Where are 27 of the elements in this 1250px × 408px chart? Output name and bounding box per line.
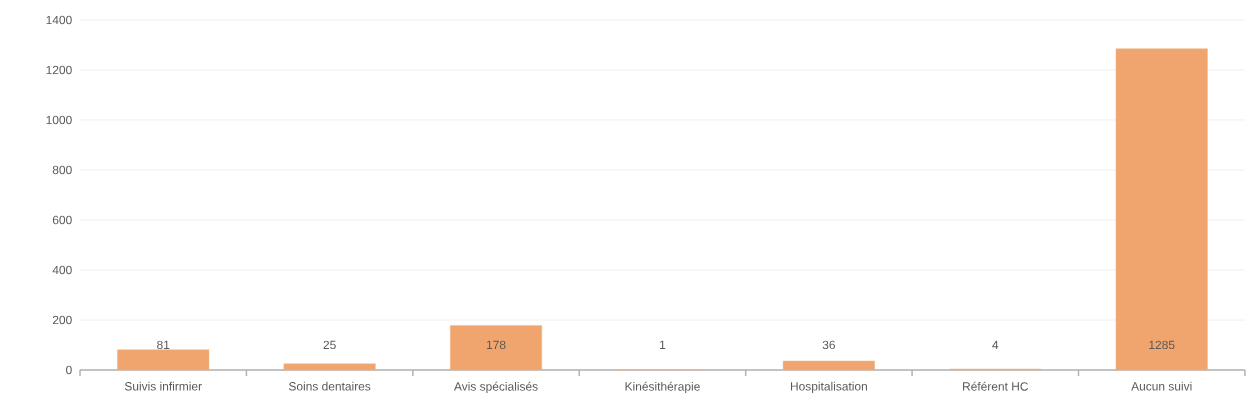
y-tick-label: 200 [52, 315, 72, 325]
y-tick-label: 1400 [46, 15, 72, 25]
data-label: 178 [486, 340, 506, 350]
y-tick-label: 600 [52, 215, 72, 225]
x-tick-label: Référent HC [963, 381, 1029, 391]
bar [782, 360, 875, 371]
data-label: 4 [992, 340, 999, 349]
bar [450, 325, 543, 371]
y-tick-label: 1000 [46, 115, 72, 125]
y-tick-label: 400 [52, 265, 72, 275]
data-label: 1285 [1149, 340, 1175, 350]
bar [283, 363, 376, 371]
x-tick-label: Suivis infirmier [124, 381, 202, 391]
x-tick-label: Soins dentaires [288, 381, 371, 391]
y-tick-label: 800 [52, 165, 72, 175]
y-tick-label: 1200 [46, 65, 72, 75]
bar [1115, 48, 1208, 371]
bar [117, 349, 210, 371]
x-tick-label: Avis spécialisés [453, 381, 538, 394]
data-label: 25 [323, 340, 336, 350]
x-tick-label: Aucun suivi [1131, 381, 1192, 391]
data-label: 36 [822, 340, 835, 350]
y-tick-label: 0 [66, 365, 72, 375]
data-label: 1 [660, 340, 666, 349]
x-tick-label: Hospitalisation [790, 381, 867, 393]
data-label: 81 [157, 340, 170, 350]
x-tick-label: Kinésithérapie [625, 381, 700, 394]
